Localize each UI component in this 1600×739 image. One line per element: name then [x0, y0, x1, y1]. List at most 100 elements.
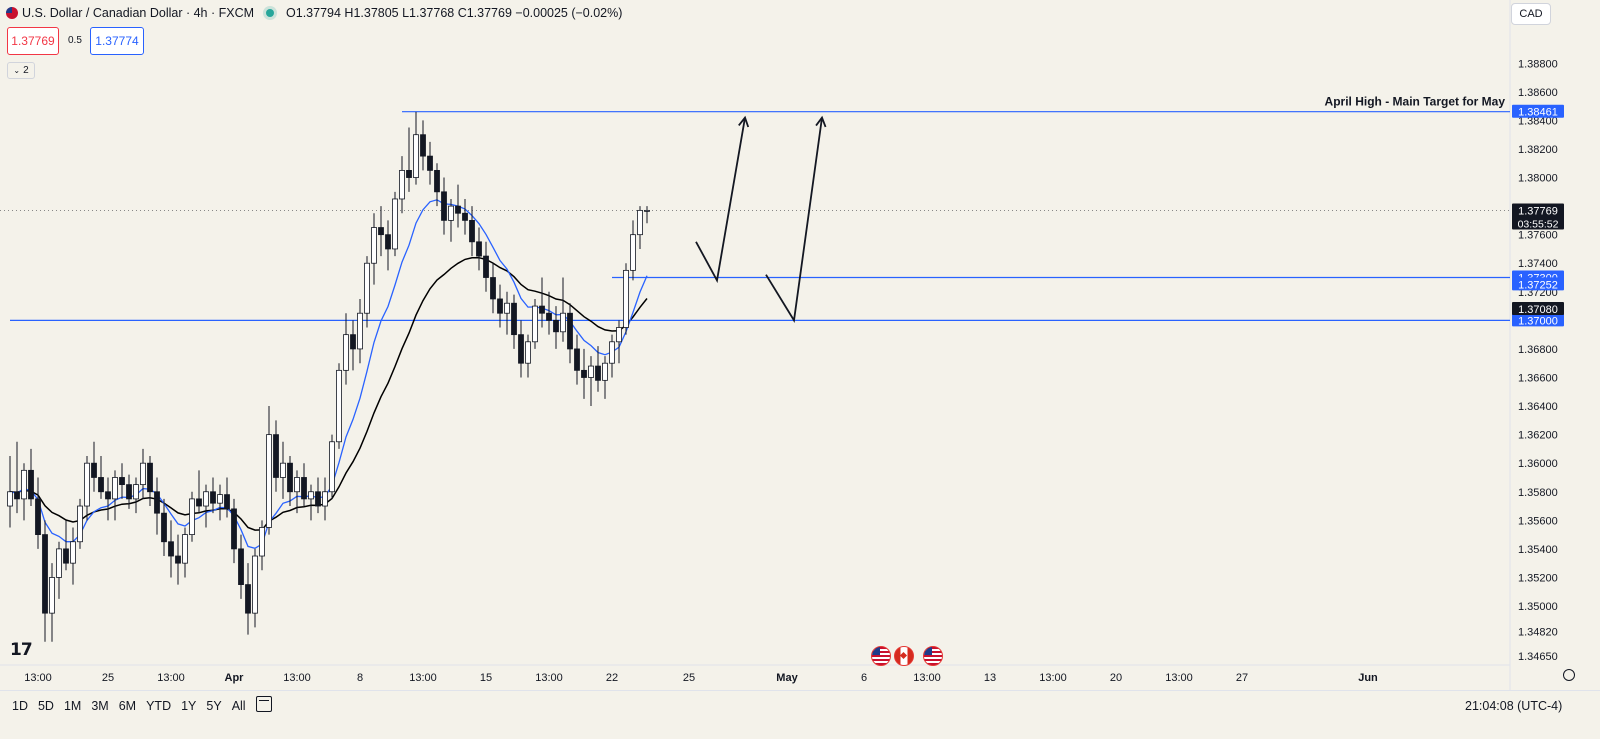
range-all[interactable]: All: [231, 699, 246, 713]
candle-body: [518, 334, 524, 364]
us-event-flag-icon[interactable]: [871, 646, 891, 666]
candle-body: [14, 491, 20, 500]
price-tag-bg: [1512, 301, 1564, 315]
calendar-icon[interactable]: [256, 696, 272, 712]
candle-body: [637, 209, 643, 236]
x-tick-label: 13:00: [24, 672, 52, 684]
candle-body: [420, 134, 426, 157]
candle-body: [350, 334, 356, 350]
range-6m[interactable]: 6M: [118, 699, 137, 713]
x-tick-label: 25: [102, 672, 114, 684]
candle-body: [532, 305, 538, 343]
y-tick-label: 1.34650: [1518, 651, 1558, 663]
candle-body: [434, 169, 440, 193]
x-tick-label: 15: [480, 672, 492, 684]
settings-icon[interactable]: [1563, 669, 1575, 681]
candle-body: [560, 312, 566, 333]
candle-body: [609, 341, 615, 364]
sell-button[interactable]: 1.37769: [7, 27, 59, 55]
candle-body: [315, 491, 321, 507]
candle-body: [385, 234, 391, 250]
buy-button[interactable]: 1.37774: [90, 27, 144, 55]
x-tick-label: 13: [984, 672, 996, 684]
candle-body: [126, 484, 132, 500]
range-3m[interactable]: 3M: [91, 699, 109, 713]
currency-selector[interactable]: CAD: [1511, 3, 1551, 25]
candle-body: [511, 302, 517, 336]
x-tick-label: 13:00: [1039, 672, 1067, 684]
indicators-toggle[interactable]: ⌄ 2: [7, 62, 35, 79]
candle-body: [238, 548, 244, 585]
candle-body: [623, 269, 629, 328]
x-tick-label: 22: [606, 672, 618, 684]
candle-body: [112, 477, 118, 500]
candle-body: [7, 491, 13, 507]
price-chart[interactable]: 1.38800 1.38600 1.38400 1.38200 1.38000 1.376…: [0, 0, 1600, 690]
candle-body: [602, 362, 608, 381]
candle-body: [140, 462, 146, 486]
price-tag: 1.37252: [1518, 279, 1558, 291]
current-price-tag-bg: [1512, 203, 1564, 230]
x-tick-label: 20: [1110, 672, 1122, 684]
candle-body: [343, 334, 349, 371]
chevron-down-icon: ⌄: [13, 66, 21, 75]
y-tick-label: 1.37600: [1518, 230, 1558, 242]
candle-body: [392, 198, 398, 250]
candle-body: [497, 298, 503, 314]
candle-body: [210, 491, 216, 504]
candle-body: [455, 205, 461, 214]
candle-body: [147, 462, 153, 493]
candle-body: [196, 498, 202, 507]
y-tick-label: 1.36200: [1518, 430, 1558, 442]
range-1d[interactable]: 1D: [12, 699, 28, 713]
range-1m[interactable]: 1M: [63, 699, 82, 713]
candle-body: [476, 241, 482, 257]
level-price-tag-bg: [1512, 313, 1564, 327]
candle-body: [266, 434, 272, 528]
candle-body: [154, 491, 160, 514]
x-tick-label: 6: [861, 672, 867, 684]
candle-body: [259, 527, 265, 557]
candle-body: [21, 469, 27, 500]
candle-body: [581, 369, 587, 378]
symbol-title[interactable]: U.S. Dollar / Canadian Dollar · 4h · FXC…: [22, 6, 255, 20]
candle-body: [161, 512, 167, 543]
candle-body: [539, 305, 545, 314]
x-tick-label: 13:00: [535, 672, 563, 684]
candle-body: [336, 369, 342, 443]
candle-body: [49, 577, 55, 614]
candle-body: [294, 477, 300, 493]
candle-body: [35, 498, 41, 535]
tradingview-logo-icon: 17: [10, 640, 33, 660]
range-5y[interactable]: 5Y: [206, 699, 222, 713]
usd-cad-flag-icon: [6, 7, 18, 19]
us-event-flag-icon[interactable]: [923, 646, 943, 666]
projection-arrow: [765, 117, 823, 324]
y-tick-label: 1.34820: [1518, 627, 1558, 639]
y-tick-label: 1.35600: [1518, 515, 1558, 527]
candle-body: [56, 548, 62, 578]
candle-body: [287, 462, 293, 493]
indicators-count: 2: [23, 65, 29, 76]
candle-body: [448, 205, 454, 221]
x-tick-label: 13:00: [283, 672, 311, 684]
y-tick-label: 1.36800: [1518, 344, 1558, 356]
candle-body: [91, 462, 97, 478]
y-tick-label: 1.38800: [1518, 58, 1558, 70]
y-tick-label: 1.35400: [1518, 544, 1558, 556]
candle-body: [175, 555, 181, 564]
level-price-tag: 1.38461: [1518, 107, 1558, 119]
level-price-tag-bg: [1512, 104, 1564, 118]
projection-arrow: [695, 117, 746, 284]
range-1y[interactable]: 1Y: [181, 699, 197, 713]
current-price-tag: 1.37769: [1518, 206, 1558, 218]
range-5d[interactable]: 5D: [37, 699, 54, 713]
candle-body: [644, 209, 650, 212]
ca-event-flag-icon[interactable]: [894, 646, 914, 666]
candle-body: [98, 477, 104, 493]
x-tick-label: Apr: [225, 672, 245, 684]
range-ytd[interactable]: YTD: [146, 699, 172, 713]
candle-body: [525, 341, 531, 364]
x-tick-label: 27: [1236, 672, 1248, 684]
candle-body: [427, 155, 433, 171]
